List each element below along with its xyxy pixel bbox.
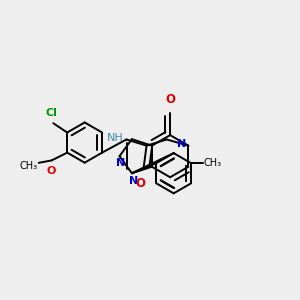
Text: CH₃: CH₃ — [204, 158, 222, 168]
Text: O: O — [135, 177, 146, 190]
Text: N: N — [116, 158, 126, 168]
Text: N: N — [129, 176, 138, 186]
Text: O: O — [165, 93, 175, 106]
Text: NH: NH — [107, 133, 124, 143]
Text: N: N — [177, 139, 186, 149]
Text: Cl: Cl — [46, 108, 58, 118]
Text: CH₃: CH₃ — [20, 161, 38, 171]
Text: O: O — [46, 166, 56, 176]
